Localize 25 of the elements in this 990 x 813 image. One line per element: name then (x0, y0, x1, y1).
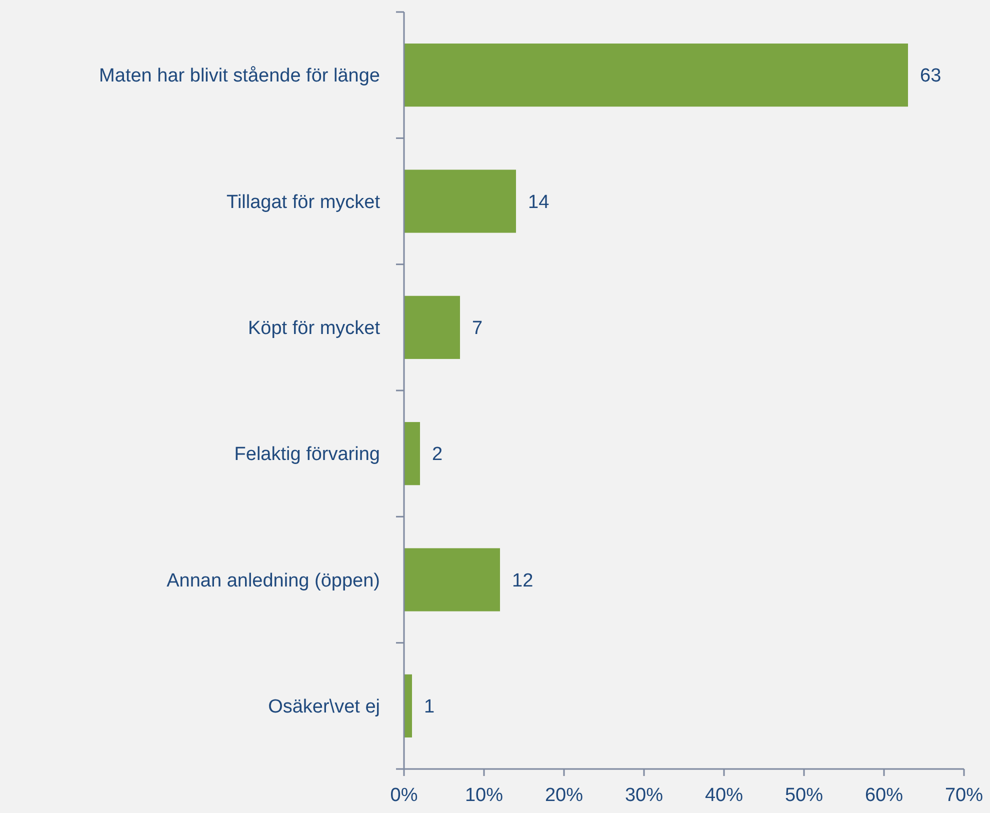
bar (404, 422, 420, 486)
x-tick-label: 70% (944, 785, 984, 806)
x-tick-label: 40% (704, 785, 744, 806)
data-label: 12 (512, 570, 534, 592)
x-tick-label: 20% (544, 785, 584, 806)
bar (404, 44, 908, 107)
data-label: 7 (472, 318, 483, 340)
y-tick-label: Tillagat för mycket (226, 192, 381, 213)
x-tick-label: 10% (464, 785, 504, 806)
x-tick-label: 30% (624, 785, 664, 806)
bar (404, 548, 500, 612)
y-tick-label: Felaktig förvaring (234, 444, 380, 466)
y-tick-label: Annan anledning (öppen) (166, 570, 380, 592)
x-tick-label: 0% (390, 785, 418, 806)
bar (404, 170, 516, 233)
y-tick-label: Maten har blivit stående för länge (99, 66, 380, 87)
data-label: 1 (424, 696, 435, 718)
bar (404, 296, 460, 359)
x-tick-label: 60% (864, 785, 904, 806)
data-label: 14 (528, 192, 550, 213)
data-label: 63 (920, 66, 942, 87)
x-tick-label: 50% (784, 785, 824, 806)
y-tick-label: Osäker\vet ej (268, 696, 380, 718)
y-tick-label: Köpt för mycket (248, 318, 381, 340)
data-label: 2 (432, 444, 443, 466)
